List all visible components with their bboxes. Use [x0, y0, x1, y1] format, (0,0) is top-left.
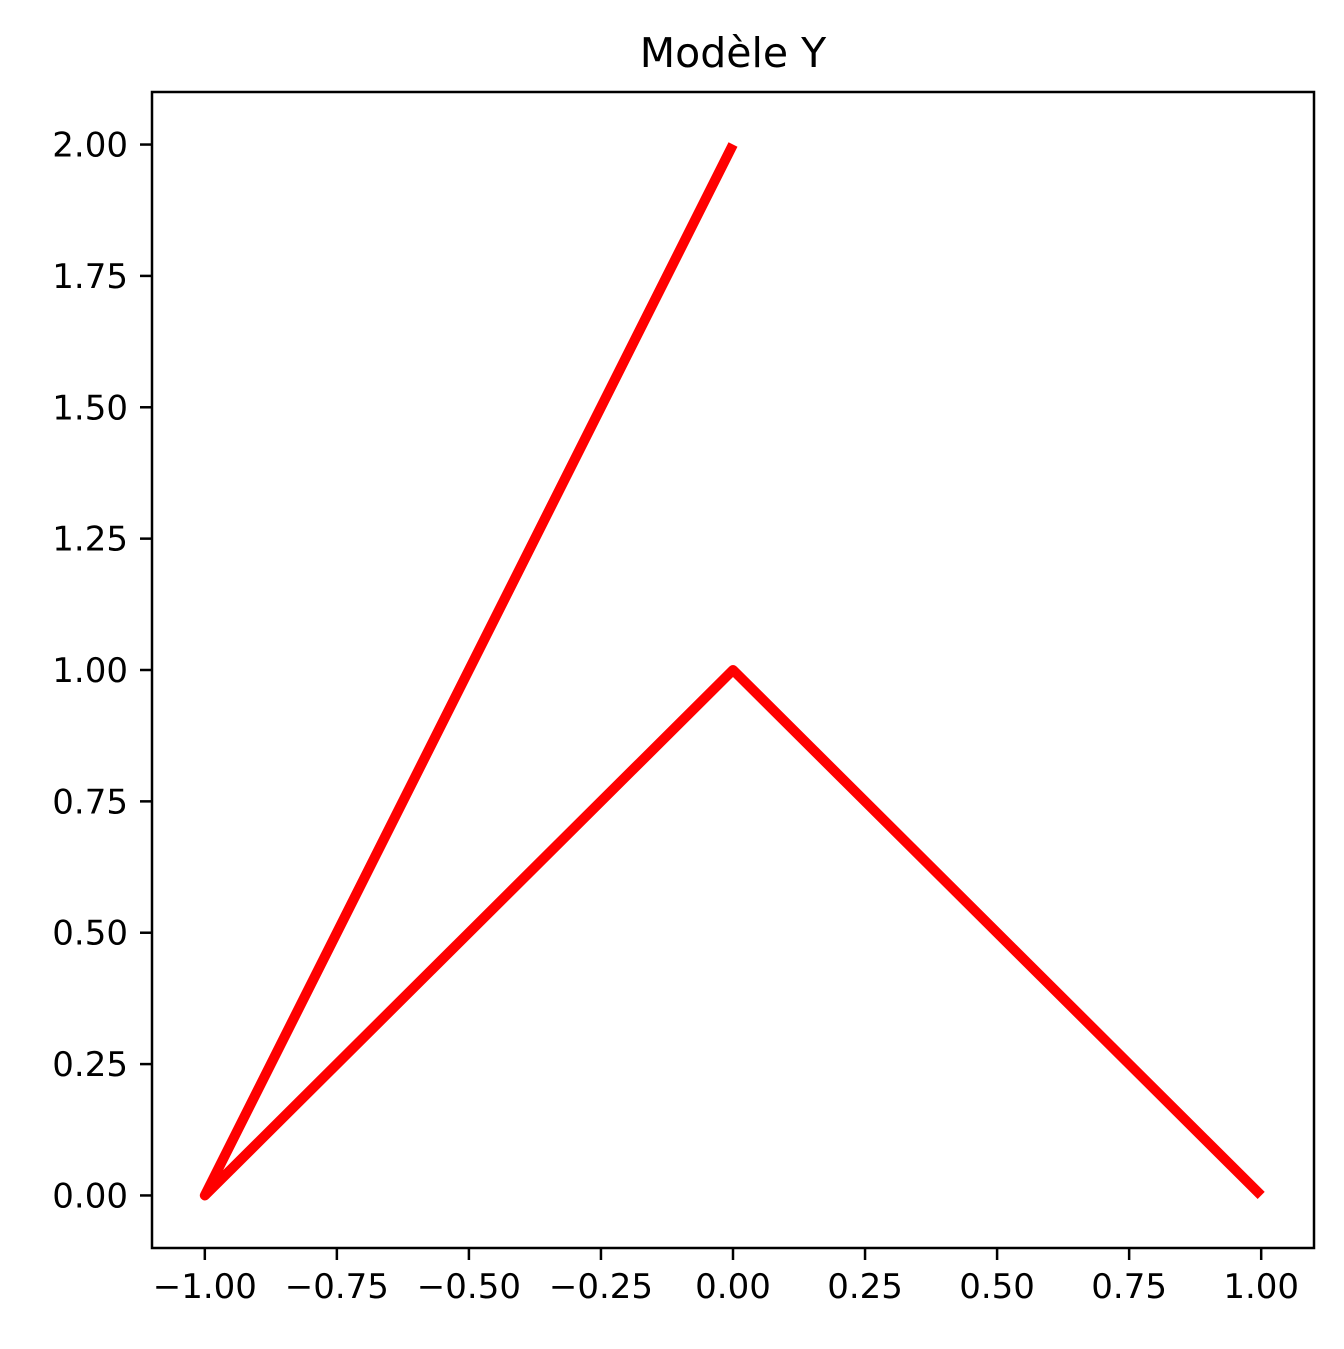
series-layer — [199, 142, 1265, 1201]
data-point-0-3 — [1261, 1195, 1262, 1196]
x-tick-label: −0.50 — [417, 1267, 521, 1307]
x-axis: −1.00 −0.75 −0.50 −0.25 0.00 0.25 0.50 0.75 1.00 — [153, 1248, 1299, 1307]
y-tick-label: 1.25 — [52, 520, 128, 560]
y-tick-label: 0.75 — [52, 782, 128, 822]
x-tick-label: 0.50 — [959, 1267, 1035, 1307]
data-point-0-2 — [733, 670, 734, 671]
y-tick-label: 1.75 — [52, 257, 128, 297]
y-axis: 0.00 0.25 0.50 0.75 1.00 1.25 1.50 1.75 2.00 — [52, 126, 152, 1216]
x-tick-label: 0.00 — [695, 1267, 771, 1307]
x-tick-label: −0.75 — [285, 1267, 389, 1307]
x-tick-label: 0.75 — [1091, 1267, 1167, 1307]
x-tick-label: 0.25 — [827, 1267, 903, 1307]
y-tick-label: 1.50 — [52, 388, 128, 428]
series-line-0 — [199, 142, 1265, 1201]
x-tick-label: 1.00 — [1223, 1267, 1299, 1307]
y-tick-label: 0.25 — [52, 1045, 128, 1085]
x-tick-label: −1.00 — [153, 1267, 257, 1307]
y-tick-label: 0.50 — [52, 914, 128, 954]
x-tick-label: −0.25 — [549, 1267, 653, 1307]
data-point-0-1 — [204, 1195, 205, 1196]
y-tick-label: 0.00 — [52, 1176, 128, 1216]
y-tick-label: 2.00 — [52, 126, 128, 166]
data-point-0-0 — [733, 144, 734, 145]
y-tick-label: 1.00 — [52, 651, 128, 691]
chart-title: Modèle Y — [640, 29, 827, 77]
